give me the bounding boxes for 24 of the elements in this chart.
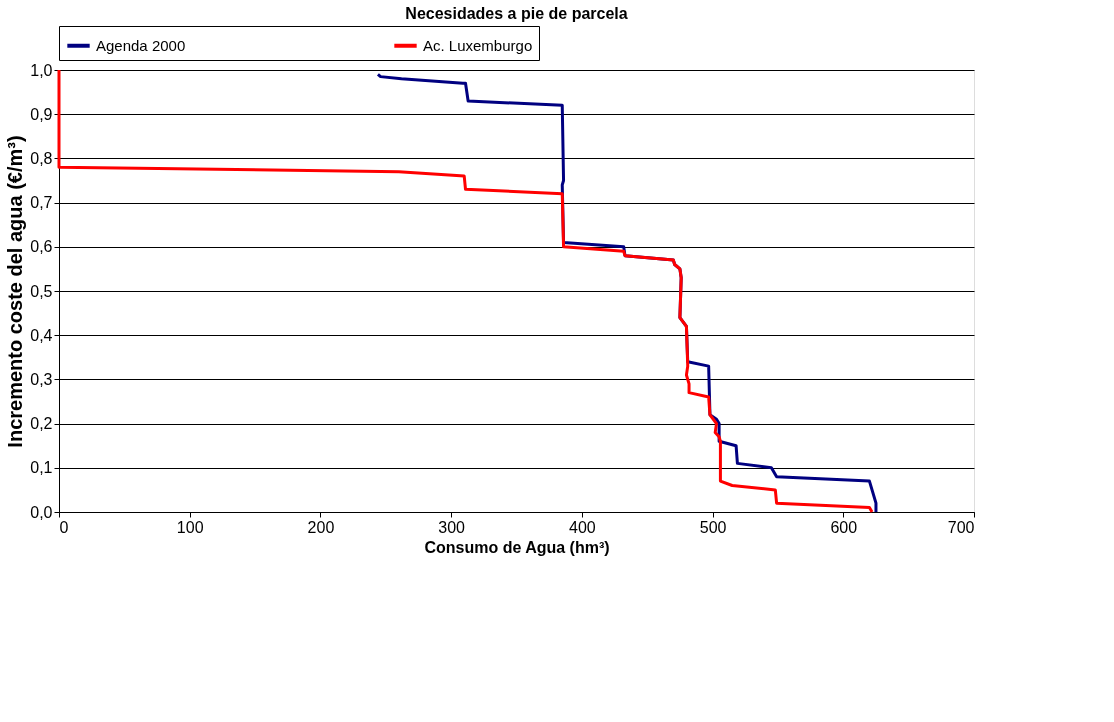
y-tick-label: 0,3: [30, 370, 53, 388]
y-tick-label: 0,4: [30, 326, 53, 344]
x-tick-label: 700: [947, 518, 975, 536]
x-tick-label: 400: [569, 518, 596, 536]
x-axis-title: Consumo de Agua (hm³): [424, 538, 610, 556]
legend-label: Agenda 2000: [96, 36, 186, 54]
x-tick-label: 0: [59, 518, 69, 536]
y-tick-label: 0,9: [30, 105, 53, 123]
x-tick-label: 200: [307, 518, 335, 536]
chart-title: Necesidades a pie de parcela: [405, 4, 628, 22]
x-tick-label: 100: [176, 518, 204, 536]
y-tick-label: 1,0: [30, 61, 53, 79]
x-tick-label: 300: [438, 518, 466, 536]
x-tick-label: 500: [699, 518, 727, 536]
y-tick-label: 0,5: [30, 282, 53, 300]
y-tick-label: 0,1: [30, 459, 53, 477]
legend-label: Ac. Luxemburgo: [423, 36, 533, 54]
y-axis-title: Incremento coste del agua (€/m³): [4, 135, 27, 448]
y-tick-label: 0,0: [30, 503, 53, 521]
y-tick-label: 0,8: [30, 149, 53, 167]
y-tick-label: 0,7: [30, 194, 53, 212]
x-tick-label: 600: [830, 518, 858, 536]
y-tick-label: 0,6: [30, 238, 53, 256]
y-tick-label: 0,2: [30, 415, 53, 433]
